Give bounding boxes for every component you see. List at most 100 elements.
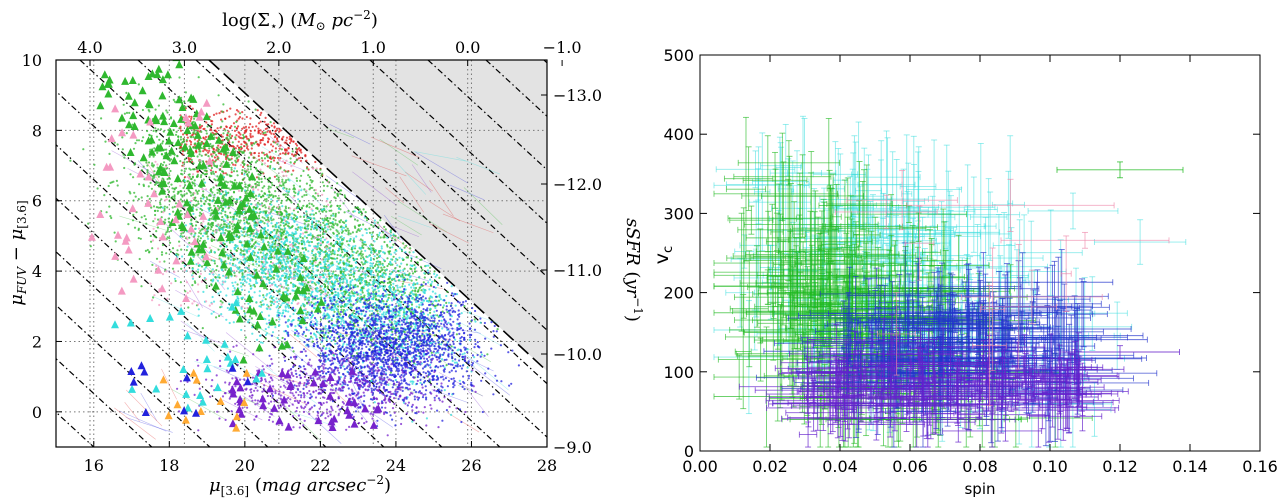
data-point: [302, 205, 304, 207]
data-point: [394, 239, 396, 241]
data-point: [168, 196, 170, 198]
data-point: [363, 243, 365, 245]
data-point: [329, 210, 331, 212]
data-point: [184, 158, 186, 160]
data-point: [293, 214, 295, 216]
data-point: [434, 280, 436, 282]
data-point: [431, 296, 433, 298]
data-point: [138, 83, 140, 85]
data-point: [160, 128, 162, 130]
data-point: [262, 194, 264, 196]
data-point: [233, 198, 235, 200]
data-point: [281, 229, 283, 231]
data-point: [209, 199, 211, 201]
data-point: [204, 225, 206, 227]
data-point: [221, 111, 223, 113]
data-point: [304, 155, 306, 157]
data-point: [390, 253, 392, 255]
data-point: [206, 132, 208, 134]
data-point: [395, 250, 397, 252]
data-point: [274, 157, 276, 159]
data-point: [268, 194, 270, 196]
data-point: [308, 293, 310, 295]
data-point: [289, 136, 291, 138]
data-point: [262, 294, 264, 296]
data-point: [244, 142, 246, 144]
data-point: [316, 239, 318, 241]
data-point: [368, 288, 370, 290]
data-point: [304, 223, 306, 225]
data-point: [332, 252, 334, 254]
data-point: [393, 289, 395, 291]
data-point: [161, 254, 163, 256]
data-point: [399, 266, 401, 268]
data-point: [156, 206, 158, 208]
data-point: [281, 200, 283, 202]
data-point: [242, 269, 244, 271]
data-point: [201, 265, 203, 267]
data-point: [308, 206, 310, 208]
data-point: [215, 316, 217, 318]
data-point: [306, 241, 308, 243]
data-point: [306, 237, 308, 239]
data-point: [229, 262, 231, 264]
data-point: [281, 241, 283, 243]
data-point: [285, 207, 287, 209]
data-point: [273, 240, 275, 242]
data-point: [234, 130, 236, 132]
data-point: [276, 178, 278, 180]
data-point: [312, 205, 314, 207]
data-point: [290, 201, 292, 203]
data-point: [376, 269, 378, 271]
data-point: [371, 236, 373, 238]
data-point: [314, 196, 316, 198]
data-point: [264, 198, 266, 200]
data-point: [252, 245, 254, 247]
data-point: [359, 230, 361, 232]
data-point: [320, 293, 322, 295]
data-point: [153, 130, 155, 132]
data-point: [233, 321, 235, 323]
data-point: [270, 258, 272, 260]
data-point: [295, 241, 297, 243]
data-point: [373, 317, 375, 319]
data-point: [176, 131, 178, 133]
data-point: [294, 325, 296, 327]
data-point: [153, 175, 155, 177]
data-point: [328, 347, 330, 349]
data-point: [220, 146, 222, 148]
data-point: [337, 292, 339, 294]
data-point: [358, 254, 360, 256]
data-point: [217, 249, 219, 251]
data-point: [299, 227, 301, 229]
data-point: [253, 206, 255, 208]
data-point: [210, 153, 212, 155]
data-point: [229, 145, 231, 147]
data-point: [253, 220, 255, 222]
data-point: [210, 195, 212, 197]
data-point: [284, 228, 286, 230]
data-point: [241, 308, 243, 310]
data-point: [354, 245, 356, 247]
data-point: [347, 228, 349, 230]
data-point: [214, 194, 216, 196]
data-point: [380, 236, 382, 238]
data-point: [419, 286, 421, 288]
data-point: [128, 112, 130, 114]
data-point: [180, 268, 182, 270]
data-point: [408, 279, 410, 281]
data-point: [334, 343, 336, 345]
data-point: [141, 196, 143, 198]
data-point: [258, 177, 260, 179]
data-point: [218, 149, 220, 151]
data-point: [125, 92, 127, 94]
data-point: [327, 228, 329, 230]
data-point: [263, 296, 265, 298]
data-point: [329, 228, 331, 230]
data-point: [224, 211, 226, 213]
data-point: [253, 268, 255, 270]
data-point: [314, 161, 316, 163]
data-point: [201, 142, 203, 144]
data-point: [163, 260, 165, 262]
data-point: [316, 266, 318, 268]
